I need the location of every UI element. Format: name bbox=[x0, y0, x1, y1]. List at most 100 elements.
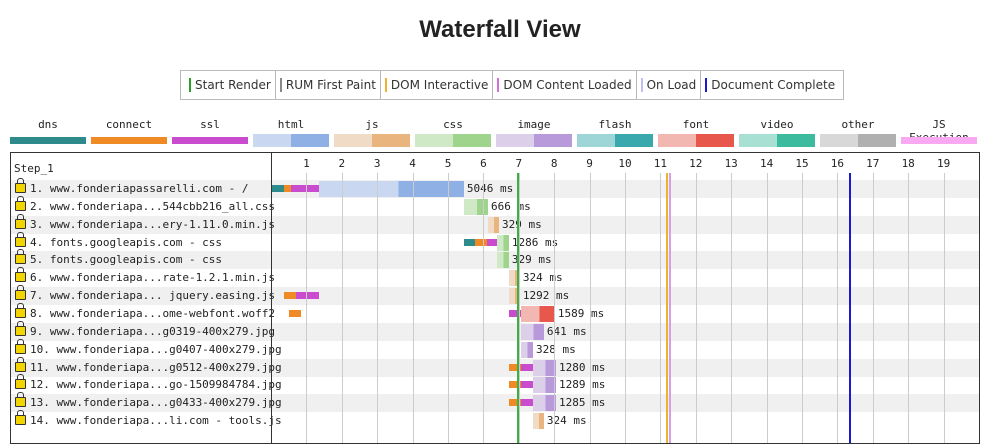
bar-connect bbox=[474, 238, 487, 246]
request-label: 3. www.fonderiapa...ery-1.11.0.min.js bbox=[15, 213, 276, 231]
request-duration: 1280 ms bbox=[558, 360, 606, 374]
resource-type-label: font bbox=[682, 118, 710, 131]
request-row[interactable]: 6. www.fonderiapa...rate-1.2.1.min.js 324… bbox=[11, 267, 979, 287]
request-row[interactable]: 12. www.fonderiapa...go-1509984784.jpg 12… bbox=[11, 374, 979, 394]
bar-css bbox=[463, 198, 488, 215]
gridline bbox=[731, 173, 733, 443]
resource-type-label: html bbox=[277, 118, 305, 131]
request-duration: 641 ms bbox=[546, 324, 587, 338]
lock-icon bbox=[15, 267, 26, 283]
lock-icon bbox=[15, 356, 26, 372]
request-row[interactable]: 3. www.fonderiapa...ery-1.11.0.min.js 329… bbox=[11, 213, 979, 234]
bar-image bbox=[520, 341, 533, 358]
request-url: 3. www.fonderiapa...ery-1.11.0.min.js bbox=[30, 217, 276, 231]
resource-type-legend: dns connect ssl html js css image flash font vide… bbox=[10, 118, 978, 150]
bar-dns bbox=[463, 238, 475, 246]
request-duration: 329 ms bbox=[511, 253, 552, 267]
request-url: 4. fonts.googleapis.com - css bbox=[30, 235, 223, 249]
lock-icon bbox=[15, 374, 26, 390]
tick-label: 5 bbox=[444, 157, 452, 170]
request-label: 2. www.fonderiapa...544cbb216_all.css bbox=[15, 195, 275, 213]
resource-type-swatch bbox=[91, 137, 167, 144]
request-row[interactable]: 2. www.fonderiapa...544cbb216_all.css 666… bbox=[11, 195, 979, 216]
request-label: 12. www.fonderiapa...go-1509984784.jpg bbox=[15, 374, 282, 392]
request-duration: 328 ms bbox=[535, 342, 576, 356]
resource-type-label: image bbox=[517, 118, 551, 131]
gridline bbox=[483, 173, 485, 443]
request-url: 11. www.fonderiapa...g0512-400x279.jpg bbox=[30, 360, 282, 374]
gridline bbox=[589, 173, 591, 443]
tick-label: 13 bbox=[724, 157, 738, 170]
bar-image bbox=[520, 323, 544, 340]
lock-icon bbox=[15, 338, 26, 354]
legend-label: DOM Content Loaded bbox=[503, 78, 632, 92]
lock-icon bbox=[15, 285, 26, 301]
bar-connect bbox=[284, 292, 297, 300]
request-label: 4. fonts.googleapis.com - css bbox=[15, 231, 223, 249]
request-duration: 1286 ms bbox=[511, 235, 559, 249]
column-divider bbox=[271, 153, 272, 443]
step-label: Step_1 bbox=[14, 162, 54, 175]
bar-ssl bbox=[520, 381, 533, 389]
request-row[interactable]: 14. www.fonderiapa...li.com - tools.js 32… bbox=[11, 410, 979, 430]
request-duration: 1285 ms bbox=[558, 396, 606, 410]
request-url: 8. www.fonderiapa...ome-webfont.woff2 bbox=[30, 306, 276, 320]
resource-type-label: connect bbox=[105, 118, 153, 131]
legend-label: On Load bbox=[646, 78, 697, 92]
gridline bbox=[802, 173, 803, 443]
request-row[interactable]: 4. fonts.googleapis.com - css 1286 ms bbox=[11, 231, 979, 252]
request-row[interactable]: 13. www.fonderiapa...g0433-400x279.jpg 12… bbox=[11, 392, 979, 413]
tick-label: 15 bbox=[795, 157, 809, 170]
legend-item: On Load bbox=[637, 71, 702, 99]
resource-type-swatch bbox=[172, 137, 248, 144]
request-row[interactable]: 8. www.fonderiapa...ome-webfont.woff2 158… bbox=[11, 302, 979, 323]
request-label: 13. www.fonderiapa...g0433-400x279.jpg bbox=[15, 392, 282, 410]
resource-type-swatch bbox=[658, 134, 734, 147]
resource-type-swatch bbox=[334, 134, 410, 147]
bar-image bbox=[532, 359, 556, 376]
legend-swatch bbox=[279, 78, 282, 92]
request-label: 10. www.fonderiapa...g0407-400x279.jpg bbox=[15, 338, 282, 356]
marker-legend: Start Render RUM First Paint DOM Interacti… bbox=[180, 70, 845, 100]
lock-icon bbox=[15, 410, 26, 426]
gridline bbox=[695, 173, 697, 443]
tick-label: 4 bbox=[409, 157, 416, 170]
page-title: Waterfall View bbox=[419, 16, 581, 43]
gridline bbox=[908, 173, 910, 443]
tick-label: 19 bbox=[936, 157, 951, 170]
request-url: 12. www.fonderiapa...go-1509984784.jpg bbox=[30, 378, 282, 392]
bar-css bbox=[496, 252, 509, 269]
request-url: 13. www.fonderiapa...g0433-400x279.jpg bbox=[30, 396, 282, 410]
bar-connect bbox=[508, 381, 521, 389]
resource-type-label: video bbox=[760, 118, 794, 131]
request-row[interactable]: 10. www.fonderiapa...g0407-400x279.jpg 32… bbox=[11, 338, 979, 359]
lock-icon bbox=[15, 195, 26, 211]
request-label: 8. www.fonderiapa...ome-webfont.woff2 bbox=[15, 302, 276, 320]
legend-swatch bbox=[384, 78, 387, 92]
request-duration: 5046 ms bbox=[466, 182, 514, 195]
gridline bbox=[341, 173, 343, 443]
resource-type-swatch bbox=[739, 134, 815, 147]
request-row[interactable]: 5. fonts.googleapis.com - css 329 ms bbox=[11, 249, 979, 270]
resource-type-swatch bbox=[10, 137, 86, 144]
request-row[interactable]: 1. www.fonderiapassarelli.com - / 5046 ms bbox=[11, 178, 979, 198]
request-label: 6. www.fonderiapa...rate-1.2.1.min.js bbox=[15, 267, 275, 284]
request-row[interactable]: 7. www.fonderiapa... jquery.easing.js 129… bbox=[11, 285, 979, 306]
request-label: 7. www.fonderiapa... jquery.easing.js bbox=[15, 285, 275, 302]
gridline bbox=[625, 173, 626, 443]
waterfall-chart: Step_1 1. www.fonderiapassarelli.com - /… bbox=[10, 152, 980, 444]
request-row[interactable]: 9. www.fonderiapa...g0319-400x279.jpg 641… bbox=[11, 320, 979, 341]
request-duration: 1589 ms bbox=[557, 306, 605, 320]
legend-item: Start Render bbox=[185, 71, 276, 99]
legend-label: DOM Interactive bbox=[390, 78, 489, 92]
tick-label: 9 bbox=[586, 157, 593, 170]
tick-label: 14 bbox=[759, 157, 774, 170]
tick-label: 10 bbox=[618, 157, 632, 170]
resource-type-label: ssl bbox=[200, 118, 220, 131]
request-label: 5. fonts.googleapis.com - css bbox=[15, 249, 222, 266]
request-label: 1. www.fonderiapassarelli.com - / bbox=[15, 178, 249, 195]
request-row[interactable]: 11. www.fonderiapa...g0512-400x279.jpg 12… bbox=[11, 356, 979, 377]
gridline bbox=[412, 173, 414, 443]
request-url: 1. www.fonderiapassarelli.com - / bbox=[30, 182, 249, 195]
gridline bbox=[872, 173, 874, 443]
